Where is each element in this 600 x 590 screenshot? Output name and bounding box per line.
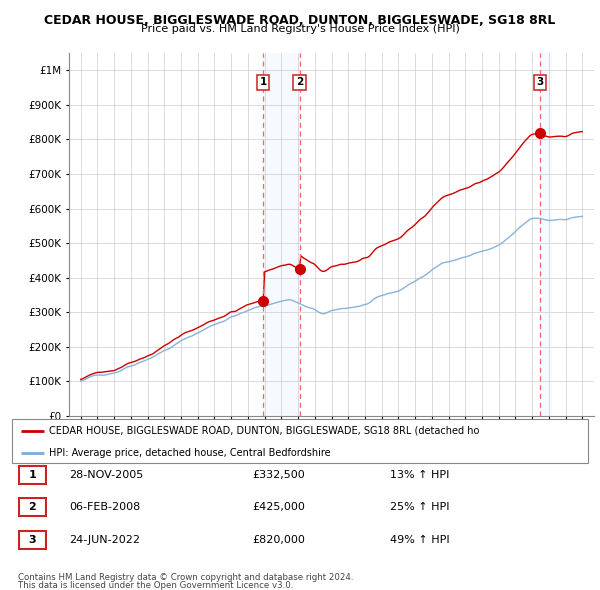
Text: 2: 2 — [296, 77, 303, 87]
Text: Contains HM Land Registry data © Crown copyright and database right 2024.: Contains HM Land Registry data © Crown c… — [18, 572, 353, 582]
Text: 06-FEB-2008: 06-FEB-2008 — [69, 503, 140, 512]
Text: 24-JUN-2022: 24-JUN-2022 — [69, 535, 140, 545]
Text: HPI: Average price, detached house, Central Bedfordshire: HPI: Average price, detached house, Cent… — [49, 448, 331, 457]
Text: 3: 3 — [536, 77, 544, 87]
Text: 13% ↑ HPI: 13% ↑ HPI — [390, 470, 449, 480]
Text: 25% ↑ HPI: 25% ↑ HPI — [390, 503, 449, 512]
Text: This data is licensed under the Open Government Licence v3.0.: This data is licensed under the Open Gov… — [18, 581, 293, 590]
Text: 3: 3 — [29, 535, 36, 545]
Text: CEDAR HOUSE, BIGGLESWADE ROAD, DUNTON, BIGGLESWADE, SG18 8RL (detached ho: CEDAR HOUSE, BIGGLESWADE ROAD, DUNTON, B… — [49, 426, 480, 436]
Bar — [540, 53, 552, 416]
Text: Price paid vs. HM Land Registry's House Price Index (HPI): Price paid vs. HM Land Registry's House … — [140, 25, 460, 34]
Text: 49% ↑ HPI: 49% ↑ HPI — [390, 535, 449, 545]
Text: 1: 1 — [259, 77, 267, 87]
FancyBboxPatch shape — [19, 466, 46, 484]
FancyBboxPatch shape — [12, 419, 588, 463]
FancyBboxPatch shape — [19, 499, 46, 516]
Text: £332,500: £332,500 — [252, 470, 305, 480]
Bar — [263, 53, 299, 416]
Text: 1: 1 — [29, 470, 36, 480]
Text: CEDAR HOUSE, BIGGLESWADE ROAD, DUNTON, BIGGLESWADE, SG18 8RL: CEDAR HOUSE, BIGGLESWADE ROAD, DUNTON, B… — [44, 14, 556, 27]
Text: 2: 2 — [29, 503, 36, 512]
Text: £820,000: £820,000 — [252, 535, 305, 545]
FancyBboxPatch shape — [19, 531, 46, 549]
Text: 28-NOV-2005: 28-NOV-2005 — [69, 470, 143, 480]
Text: £425,000: £425,000 — [252, 503, 305, 512]
